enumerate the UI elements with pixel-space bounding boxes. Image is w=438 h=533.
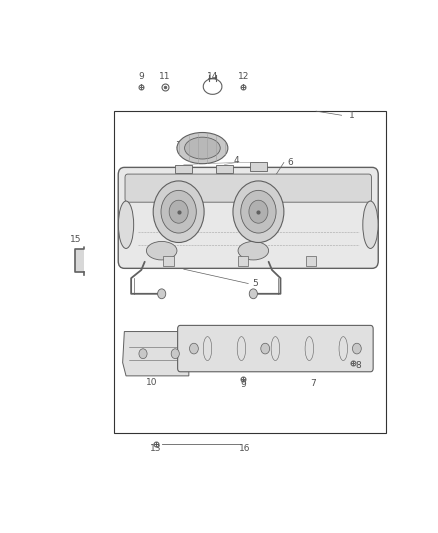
Text: 9: 9 <box>138 72 144 81</box>
Text: 7: 7 <box>310 379 316 388</box>
Text: 8: 8 <box>356 361 361 370</box>
Bar <box>250 163 267 171</box>
Circle shape <box>241 190 276 233</box>
Text: 2: 2 <box>125 174 131 183</box>
Bar <box>114 111 386 433</box>
Circle shape <box>169 200 188 223</box>
Bar <box>238 256 248 266</box>
Ellipse shape <box>177 133 228 164</box>
Bar <box>306 256 316 266</box>
Ellipse shape <box>363 201 378 248</box>
Ellipse shape <box>146 241 177 260</box>
Circle shape <box>353 343 361 354</box>
Bar <box>216 165 233 173</box>
Text: 14: 14 <box>207 72 218 81</box>
Text: 16: 16 <box>239 445 251 454</box>
Ellipse shape <box>118 201 134 248</box>
Circle shape <box>233 181 284 243</box>
Circle shape <box>161 190 196 233</box>
Text: 15: 15 <box>70 235 81 244</box>
Text: 9: 9 <box>240 379 246 389</box>
Circle shape <box>171 349 179 359</box>
Text: 11: 11 <box>159 72 171 81</box>
Text: 6: 6 <box>288 158 293 167</box>
Text: 4: 4 <box>233 156 239 165</box>
FancyBboxPatch shape <box>118 167 378 268</box>
Circle shape <box>139 349 147 359</box>
FancyBboxPatch shape <box>125 174 371 202</box>
Text: 5: 5 <box>252 279 258 288</box>
Bar <box>163 256 173 266</box>
Circle shape <box>249 289 258 298</box>
Text: 3: 3 <box>176 141 181 150</box>
Circle shape <box>190 343 198 354</box>
Circle shape <box>153 181 204 243</box>
Ellipse shape <box>238 241 268 260</box>
Circle shape <box>261 343 270 354</box>
Text: 10: 10 <box>146 377 157 386</box>
Text: 13: 13 <box>150 445 162 454</box>
Ellipse shape <box>184 137 220 159</box>
FancyBboxPatch shape <box>178 325 373 372</box>
Polygon shape <box>123 332 189 376</box>
Text: 1: 1 <box>349 111 355 120</box>
Bar <box>175 165 192 173</box>
Circle shape <box>158 289 166 298</box>
Text: 12: 12 <box>237 72 249 81</box>
Bar <box>75 249 84 272</box>
Circle shape <box>249 200 268 223</box>
